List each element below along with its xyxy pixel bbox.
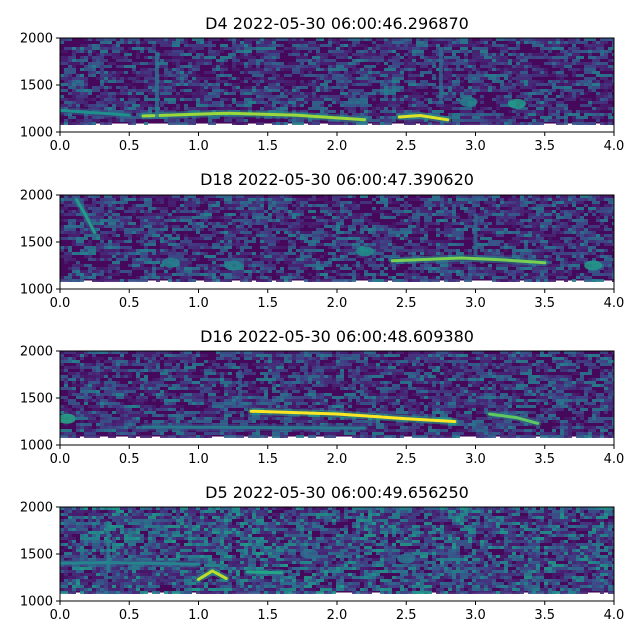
y-tick-label: 1000: [20, 283, 53, 298]
x-tick-label: 3.0: [465, 608, 486, 623]
y-tick-label: 2000: [20, 345, 53, 360]
x-tick-label: 1.0: [188, 452, 209, 467]
tone-trace: [245, 570, 284, 575]
x-tick-label: 4.0: [604, 608, 625, 623]
x-tick-label: 3.0: [465, 452, 486, 467]
blob-mark: [60, 413, 76, 424]
blob-mark: [161, 257, 180, 268]
panel-title: D5 2022-05-30 06:00:49.656250: [205, 483, 469, 502]
y-tick-label: 1000: [20, 126, 53, 141]
x-tick-label: 0.0: [50, 296, 71, 311]
x-tick-label: 1.5: [257, 452, 278, 467]
tone-trace: [197, 569, 228, 581]
y-tick-label: 1500: [20, 548, 53, 563]
panel-title: D18 2022-05-30 06:00:47.390620: [200, 170, 474, 189]
x-tick-label: 2.5: [396, 608, 417, 623]
x-tick-label: 3.0: [465, 139, 486, 154]
y-tick-label: 1500: [20, 79, 53, 94]
blob-mark: [397, 553, 416, 564]
panel-title: D16 2022-05-30 06:00:48.609380: [200, 327, 474, 346]
spectrogram-image: [60, 351, 614, 445]
spectrogram-image: [60, 507, 614, 601]
tone-trace: [75, 198, 97, 235]
x-tick-label: 1.0: [188, 139, 209, 154]
panel-title: D4 2022-05-30 06:00:46.296870: [205, 14, 469, 33]
x-tick-label: 3.5: [534, 452, 555, 467]
y-tick-label: 1500: [20, 236, 53, 251]
y-tick-label: 2000: [20, 189, 53, 204]
x-tick-label: 3.5: [534, 296, 555, 311]
x-tick-label: 4.0: [604, 296, 625, 311]
spectrogram-panel: D16 2022-05-30 06:00:48.609380 0.0 0.5 1.0 1…: [20, 327, 624, 467]
spectrogram-panel: D5 2022-05-30 06:00:49.656250 0.0 0.5 1.0 1.…: [20, 483, 624, 623]
x-tick-label: 0.0: [50, 608, 71, 623]
tone-trace: [487, 412, 540, 425]
x-tick-label: 1.0: [188, 296, 209, 311]
spectrogram-panel: D4 2022-05-30 06:00:46.296870 0.0 0.5 1.0 1.…: [20, 14, 624, 154]
tone-trace: [397, 114, 450, 122]
tone-trace: [60, 108, 131, 117]
x-tick-label: 1.5: [257, 139, 278, 154]
y-tick-label: 1000: [20, 439, 53, 454]
tone-trace: [60, 561, 200, 566]
x-tick-label: 2.0: [327, 139, 348, 154]
blob-mark: [584, 260, 603, 271]
x-tick-label: 1.0: [188, 608, 209, 623]
tone-trace: [141, 425, 367, 430]
x-tick-label: 3.5: [534, 608, 555, 623]
x-tick-label: 2.0: [327, 296, 348, 311]
y-tick-label: 1500: [20, 392, 53, 407]
tone-trace: [141, 111, 367, 122]
x-tick-label: 0.0: [50, 139, 71, 154]
spectrogram-image: [60, 38, 614, 132]
x-tick-label: 0.0: [50, 452, 71, 467]
tone-trace: [390, 256, 547, 265]
x-tick-label: 1.5: [257, 608, 278, 623]
x-tick-label: 3.5: [534, 139, 555, 154]
x-tick-label: 0.5: [119, 608, 140, 623]
x-tick-label: 1.5: [257, 296, 278, 311]
y-tick-label: 1000: [20, 595, 53, 610]
x-tick-label: 2.0: [327, 608, 348, 623]
x-tick-label: 4.0: [604, 139, 625, 154]
x-tick-label: 0.5: [119, 452, 140, 467]
x-tick-label: 2.5: [396, 296, 417, 311]
blob-mark: [355, 246, 374, 257]
y-tick-label: 2000: [20, 32, 53, 47]
blob-mark: [508, 98, 527, 109]
x-tick-label: 2.0: [327, 452, 348, 467]
blob-mark: [300, 549, 319, 559]
spectrogram-image: [60, 195, 614, 289]
x-tick-label: 2.5: [396, 452, 417, 467]
x-tick-label: 3.0: [465, 296, 486, 311]
blob-mark: [459, 96, 478, 107]
y-tick-label: 2000: [20, 501, 53, 516]
spectrogram-panel: D18 2022-05-30 06:00:47.390620 0.0 0.5 1.0 1…: [20, 170, 624, 311]
x-tick-label: 4.0: [604, 452, 625, 467]
x-tick-label: 0.5: [119, 296, 140, 311]
x-tick-label: 2.5: [396, 139, 417, 154]
blob-mark: [224, 260, 243, 271]
x-tick-label: 0.5: [119, 139, 140, 154]
tone-trace: [249, 409, 457, 423]
